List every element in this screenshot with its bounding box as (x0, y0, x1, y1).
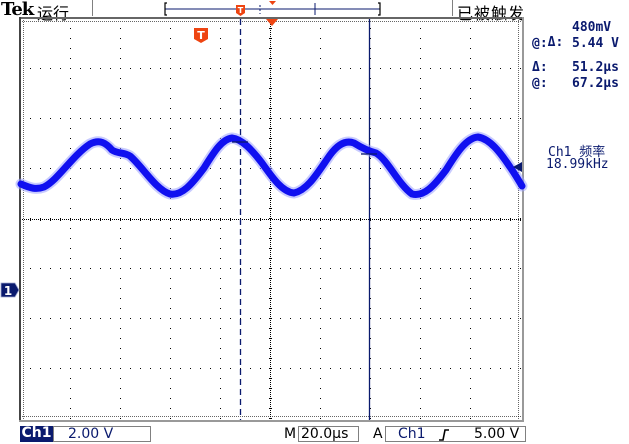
record-trigger-icon: T (236, 5, 245, 16)
trigger-source: Ch1 (398, 426, 426, 442)
channel-button[interactable]: Ch1 (20, 425, 53, 442)
trigger-position-icon: T (194, 28, 208, 43)
measurement-label: Ch1 频率 (548, 145, 606, 160)
cursor-volt-delta: Δ: (532, 20, 564, 50)
brand-logo: Tek (1, 0, 34, 20)
cursor-volt-at-value: 5.44 V (572, 36, 619, 51)
cursor-volt-delta-value: 480mV (572, 20, 612, 35)
cursor-time-at-label: @: (532, 76, 548, 91)
cursor-time-delta-value: 51.2µs (572, 60, 619, 75)
rising-edge-icon (439, 429, 449, 441)
delta-label: Δ: (547, 35, 564, 50)
frame-top (19, 17, 524, 19)
time-per-div[interactable]: 20.0µs (298, 426, 359, 442)
trigger-level-arrow-icon (513, 162, 522, 172)
record-center-arrow-icon (269, 1, 276, 5)
horizontal-position-arrow-icon (266, 19, 278, 26)
svg-text:1: 1 (4, 284, 12, 298)
ch1-waveform (15, 131, 528, 200)
frame-right (522, 17, 524, 422)
cursor-volt-at-label: @: (532, 36, 548, 51)
measurement-value: 18.99kHz (546, 157, 609, 172)
svg-text:T: T (238, 6, 244, 15)
record-position-bar: T (164, 1, 381, 16)
svg-text:T: T (197, 29, 205, 42)
header-divider (92, 0, 93, 16)
trigger-settings[interactable]: Ch1 5.00 V (385, 426, 526, 442)
ch1-ground-marker-icon[interactable]: 1 (0, 282, 20, 298)
graticule (21, 19, 521, 419)
trigger-prefix: A (373, 426, 383, 442)
timebase-prefix: M (284, 426, 297, 442)
trigger-level: 5.00 V (474, 426, 520, 442)
header-divider (452, 0, 453, 16)
volts-per-div[interactable]: 2.00 V (53, 426, 151, 442)
frame-bottom (19, 420, 524, 422)
frame-left (19, 17, 21, 422)
cursor-time-at-value: 67.2µs (572, 76, 619, 91)
cursor-time-delta-label: Δ: (532, 60, 548, 75)
